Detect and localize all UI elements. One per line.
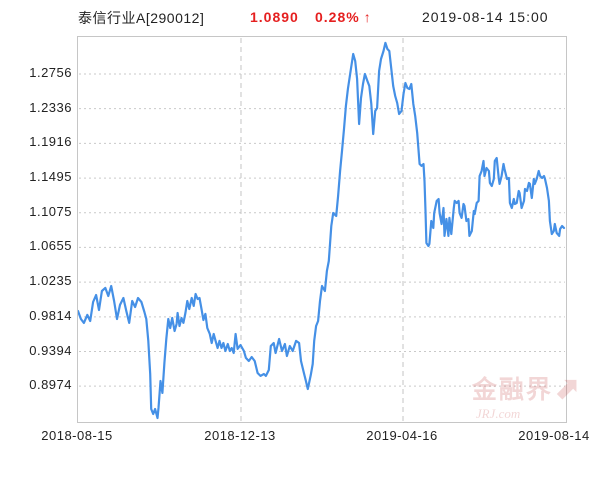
y-axis-label: 1.2756 (29, 64, 72, 80)
up-arrow-icon: ↑ (363, 9, 372, 25)
x-axis-label: 2019-08-14 (518, 428, 590, 443)
y-axis-label: 1.1916 (29, 134, 72, 150)
y-axis-label: 1.1495 (29, 169, 72, 185)
y-axis-label: 0.9814 (29, 307, 72, 323)
nav-line (78, 41, 566, 420)
y-axis-label: 1.0235 (29, 273, 72, 289)
fund-title: 泰信行业A[290012] (78, 8, 204, 28)
y-axis-label: 1.2336 (29, 99, 72, 115)
nav-value: 1.0890 (250, 9, 299, 25)
nav-change-percent: 0.28% (315, 9, 360, 25)
y-axis-label: 0.8974 (29, 377, 72, 393)
x-axis-label: 2018-12-13 (204, 428, 276, 443)
nav-change: 0.28% ↑ (315, 9, 372, 25)
y-axis-label: 1.1075 (29, 203, 72, 219)
y-axis-label: 0.9394 (29, 342, 72, 358)
chart-header: 泰信行业A[290012] 1.0890 0.28% ↑ 2019-08-14 1… (0, 8, 600, 30)
nav-line-chart (78, 38, 566, 421)
x-axis-label: 2018-08-15 (41, 428, 113, 443)
x-axis-label: 2019-04-16 (366, 428, 438, 443)
fund-name: 泰信行业A (78, 10, 146, 26)
y-axis-label: 1.0655 (29, 238, 72, 254)
fund-code: [290012] (145, 10, 205, 26)
datetime-label: 2019-08-14 15:00 (422, 9, 549, 25)
plot-area: 金融界 ⬈ JRJ.com (77, 36, 580, 423)
